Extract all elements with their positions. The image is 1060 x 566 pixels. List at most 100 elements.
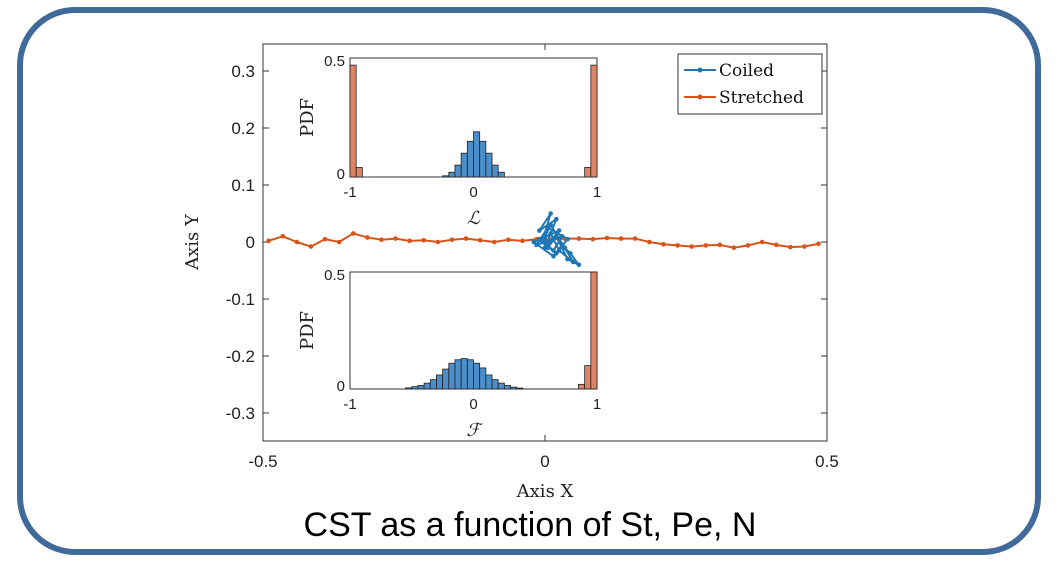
legend-coiled-marker bbox=[697, 67, 703, 73]
coiled-point bbox=[553, 234, 559, 239]
stretched-bar bbox=[590, 64, 598, 178]
coiled-bar bbox=[429, 379, 437, 390]
coiled-point bbox=[570, 259, 576, 265]
y-tick-label: 0.3 bbox=[231, 62, 255, 81]
y-tick-label: 0.1 bbox=[231, 176, 255, 195]
stretched-point bbox=[647, 239, 652, 245]
coiled-bar bbox=[497, 382, 505, 390]
legend: Coiled Stretched bbox=[677, 53, 823, 115]
coiled-point bbox=[545, 245, 551, 250]
stretched-point bbox=[731, 245, 737, 250]
coiled-bar bbox=[497, 171, 505, 178]
coiled-bar bbox=[516, 387, 524, 390]
coiled-bar bbox=[411, 386, 419, 390]
coiled-bar bbox=[460, 358, 468, 390]
coiled-bar bbox=[466, 140, 474, 178]
y-tick-label: -0.1 bbox=[226, 290, 255, 309]
coiled-point bbox=[556, 248, 562, 253]
coiled-bar bbox=[423, 382, 431, 390]
y-tick-label: 0 bbox=[246, 233, 255, 252]
stretched-point bbox=[463, 236, 469, 241]
stretched-point bbox=[407, 238, 412, 244]
coiled-point bbox=[553, 216, 559, 222]
stretched-point bbox=[350, 231, 356, 236]
stretched-point bbox=[689, 244, 694, 249]
coiled-point bbox=[542, 239, 548, 245]
coiled-bar bbox=[466, 359, 474, 390]
coiled-point bbox=[548, 231, 553, 236]
coiled-point bbox=[542, 235, 548, 240]
coiled-point bbox=[568, 251, 573, 256]
stretched-point bbox=[266, 238, 271, 244]
stretched-point bbox=[393, 236, 398, 241]
coiled-bar bbox=[510, 386, 518, 390]
stretched-point bbox=[421, 237, 427, 243]
x-tick-label: 0 bbox=[540, 452, 549, 471]
coiled-point bbox=[576, 262, 582, 268]
coiled-bar bbox=[454, 359, 462, 390]
stretched-point bbox=[759, 239, 765, 245]
coiled-bar bbox=[485, 374, 493, 390]
coiled-bar bbox=[503, 385, 511, 390]
legend-stretched-label: Stretched bbox=[719, 88, 804, 108]
slide-caption: CST as a function of St, Pe, N bbox=[303, 506, 757, 544]
stretched-point bbox=[618, 236, 624, 241]
coiled-bar bbox=[417, 385, 425, 390]
stretched-point bbox=[449, 237, 455, 243]
stretched-bar bbox=[349, 64, 357, 178]
legend-box bbox=[677, 53, 823, 115]
stretched-point bbox=[703, 243, 709, 248]
stretched-bar bbox=[584, 365, 592, 390]
coiled-point bbox=[537, 236, 542, 242]
coiled-bar bbox=[479, 367, 487, 390]
x-tick-label: -0.5 bbox=[248, 452, 277, 471]
coiled-point bbox=[551, 248, 556, 253]
stretched-point bbox=[773, 242, 779, 248]
stretched-point bbox=[435, 239, 441, 245]
inset-x-tick-label: -1 bbox=[343, 184, 356, 201]
coiled-bar bbox=[491, 379, 499, 390]
coiled-point bbox=[559, 242, 565, 248]
inset-y-tick-label: 0 bbox=[337, 378, 345, 395]
coiled-bar bbox=[460, 152, 468, 178]
coiled-point bbox=[548, 211, 553, 216]
stretched-bar bbox=[590, 271, 598, 390]
inset-y-tick-label: 0 bbox=[337, 166, 345, 183]
stretched-point bbox=[745, 243, 751, 248]
stretched-bar bbox=[584, 167, 592, 178]
stretched-bar bbox=[355, 167, 363, 178]
coiled-point bbox=[565, 256, 570, 262]
stretched-point bbox=[520, 238, 525, 244]
coiled-point bbox=[551, 253, 556, 259]
coiled-bar bbox=[485, 152, 493, 178]
inset-x-tick-label: 0 bbox=[469, 184, 477, 201]
coiled-point bbox=[553, 251, 559, 256]
coiled-point bbox=[531, 239, 537, 245]
stretched-point bbox=[322, 236, 328, 242]
inset-y-axis-label: PDF bbox=[297, 98, 318, 137]
inset-y-tick-label: 0.5 bbox=[324, 53, 345, 70]
coiled-bar bbox=[491, 164, 499, 178]
coiled-bar bbox=[448, 362, 456, 390]
inset-y-tick-label: 0.5 bbox=[324, 267, 345, 284]
coiled-bar bbox=[405, 387, 413, 390]
stretched-point bbox=[675, 243, 680, 248]
inset-x-tick-label: -1 bbox=[343, 396, 356, 413]
y-tick-label: -0.2 bbox=[226, 347, 255, 366]
coiled-point bbox=[556, 228, 562, 233]
coiled-bar bbox=[473, 131, 481, 178]
coiled-bar bbox=[473, 362, 481, 390]
stretched-point bbox=[506, 237, 511, 243]
stretched-point bbox=[816, 241, 821, 247]
coiled-bar bbox=[454, 164, 462, 178]
x-tick-label: 0.5 bbox=[815, 452, 839, 471]
y-tick-label: 0.2 bbox=[231, 119, 255, 138]
stretched-point bbox=[280, 234, 286, 239]
legend-stretched-marker bbox=[697, 94, 703, 100]
coiled-point bbox=[534, 242, 539, 248]
main-x-axis-label: Axis X bbox=[516, 481, 574, 502]
main-series bbox=[266, 211, 821, 268]
